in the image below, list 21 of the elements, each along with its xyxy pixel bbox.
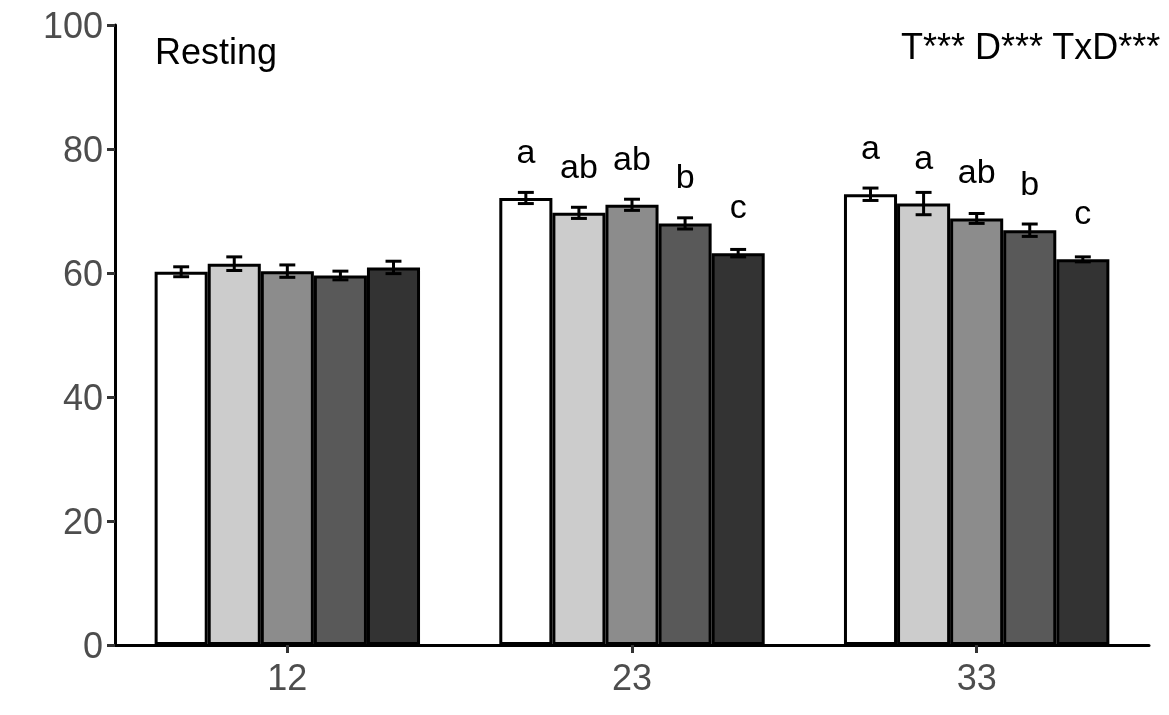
- chart-title: Resting: [155, 30, 278, 72]
- y-tick-label: 20: [62, 500, 103, 542]
- data-label: a: [914, 137, 934, 176]
- data-label: c: [1074, 193, 1092, 232]
- data-label: a: [516, 131, 536, 170]
- y-tick-label: 60: [62, 252, 103, 294]
- y-tick-label: 40: [62, 376, 103, 418]
- data-label: ab: [957, 152, 996, 191]
- x-tick-label: 23: [611, 656, 653, 698]
- data-label: a: [861, 128, 881, 167]
- data-label: c: [729, 187, 747, 226]
- data-label: ab: [613, 138, 651, 177]
- data-label: b: [1020, 164, 1040, 203]
- y-tick-label: 0: [82, 624, 103, 666]
- data-label: ab: [560, 146, 598, 185]
- x-tick-label: 12: [267, 656, 308, 698]
- y-tick-label: 100: [42, 4, 103, 46]
- data-label: b: [675, 157, 695, 196]
- x-tick-label: 33: [956, 656, 997, 698]
- annotation: T*** D*** TxD***: [900, 25, 1161, 67]
- y-tick-label: 80: [62, 128, 103, 170]
